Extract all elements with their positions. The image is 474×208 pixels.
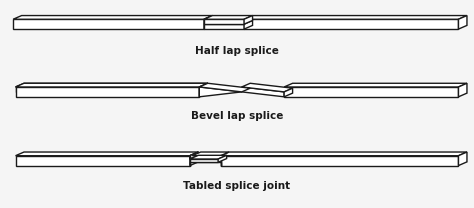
Polygon shape <box>204 24 244 29</box>
Polygon shape <box>16 156 190 166</box>
Polygon shape <box>220 152 467 156</box>
Polygon shape <box>244 16 253 24</box>
Polygon shape <box>192 156 220 166</box>
Polygon shape <box>242 87 284 97</box>
Polygon shape <box>13 19 204 29</box>
Polygon shape <box>199 83 208 92</box>
Polygon shape <box>458 83 467 97</box>
Polygon shape <box>220 156 458 166</box>
Polygon shape <box>190 156 218 166</box>
Polygon shape <box>244 16 467 19</box>
Polygon shape <box>199 83 250 92</box>
Polygon shape <box>284 88 292 97</box>
Polygon shape <box>192 152 229 156</box>
Polygon shape <box>204 19 244 24</box>
Polygon shape <box>244 19 458 29</box>
Polygon shape <box>204 16 253 19</box>
Polygon shape <box>199 87 242 97</box>
Polygon shape <box>218 155 227 162</box>
Polygon shape <box>13 16 212 19</box>
Polygon shape <box>458 152 467 166</box>
Polygon shape <box>190 152 198 156</box>
Polygon shape <box>16 87 199 97</box>
Polygon shape <box>458 16 467 29</box>
Polygon shape <box>190 155 227 159</box>
Text: Tabled splice joint: Tabled splice joint <box>183 181 291 191</box>
Polygon shape <box>199 83 208 97</box>
Text: Half lap splice: Half lap splice <box>195 46 279 56</box>
Polygon shape <box>190 152 198 159</box>
Text: Bevel lap splice: Bevel lap splice <box>191 111 283 121</box>
Polygon shape <box>16 83 208 87</box>
Polygon shape <box>244 20 253 29</box>
Polygon shape <box>16 152 198 156</box>
Polygon shape <box>16 87 199 92</box>
Polygon shape <box>204 20 253 24</box>
Polygon shape <box>16 83 208 87</box>
Polygon shape <box>242 83 292 92</box>
Polygon shape <box>204 16 212 29</box>
Polygon shape <box>190 152 198 166</box>
Polygon shape <box>284 87 458 97</box>
Polygon shape <box>284 83 467 87</box>
